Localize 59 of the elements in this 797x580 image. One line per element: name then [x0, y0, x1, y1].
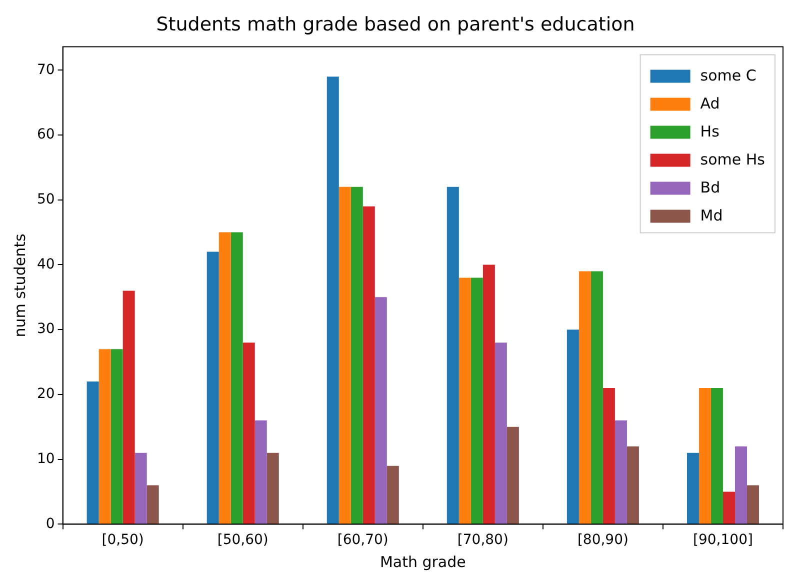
bar: [110, 349, 123, 524]
x-axis-title: Math grade: [380, 552, 466, 571]
bar: [362, 206, 375, 524]
y-tick-label: 70: [36, 62, 55, 78]
y-tick-label: 10: [36, 450, 55, 467]
legend-label: some C: [700, 66, 756, 85]
y-tick-label: 50: [36, 192, 55, 208]
bar: [710, 388, 723, 524]
bar: [482, 264, 495, 524]
y-tick-label: 60: [36, 126, 55, 143]
legend-label: Md: [700, 206, 723, 225]
x-tick-label: [80,90): [577, 532, 628, 548]
x-tick-label: [50,60): [217, 532, 268, 548]
bar: [590, 271, 603, 524]
bar: [578, 271, 591, 524]
y-tick-label: 0: [46, 516, 55, 532]
y-tick-label: 20: [36, 386, 55, 402]
bar: [338, 186, 351, 524]
legend-label: Ad: [700, 94, 720, 113]
y-tick-label: 40: [36, 256, 55, 272]
x-tick-label: [60,70): [337, 532, 388, 548]
bar: [134, 452, 147, 524]
x-tick-label: [90,100]: [693, 532, 753, 548]
chart-title: Students math grade based on parent's education: [156, 13, 635, 36]
bar: [458, 278, 471, 524]
x-tick-label: [0,50): [102, 532, 144, 548]
bar: [614, 420, 627, 524]
bar: [122, 290, 135, 524]
bar: [734, 446, 747, 524]
bar: [374, 297, 387, 524]
bar: [494, 342, 507, 524]
legend-label: Bd: [700, 178, 720, 197]
legend-label: Hs: [700, 122, 720, 141]
bar: [146, 485, 159, 524]
bar: [626, 446, 639, 524]
bar: [98, 349, 111, 524]
bar: [230, 232, 243, 524]
legend-label: some Hs: [700, 150, 766, 169]
bar: [386, 466, 399, 524]
bar: [254, 420, 267, 524]
bar: [566, 330, 579, 524]
x-tick-label: [70,80): [457, 532, 508, 548]
bar: [446, 186, 459, 524]
bar: [242, 342, 255, 524]
bar: [326, 76, 339, 524]
bar: [698, 388, 711, 524]
bar: [350, 186, 363, 524]
bar: [266, 452, 279, 524]
bar: [722, 492, 735, 524]
bar: [86, 382, 99, 524]
bar: [602, 388, 615, 524]
bar: [686, 452, 699, 524]
bar: [470, 278, 483, 524]
bar: [218, 232, 231, 524]
bar: [206, 252, 219, 524]
y-tick-label: 30: [36, 321, 55, 338]
bar: [506, 426, 519, 524]
y-axis-title: num students: [10, 234, 29, 338]
bar: [746, 485, 759, 524]
